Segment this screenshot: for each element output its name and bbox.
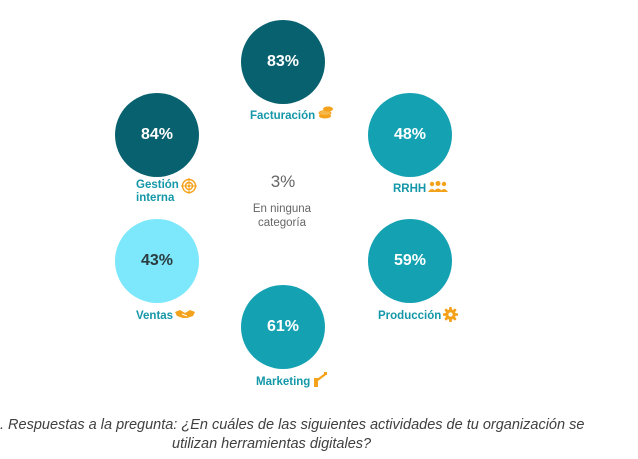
figure-caption: . Respuestas a la pregunta: ¿En cuáles d… <box>0 416 638 454</box>
label-text: Facturación <box>250 110 316 122</box>
bubble-value: 61% <box>266 318 300 335</box>
bubble-value: 59% <box>393 252 427 269</box>
bubble-value: 43% <box>140 252 174 269</box>
center-label: En ninguna categoría <box>236 202 328 230</box>
label-text: Ventas <box>136 310 174 322</box>
bubble-facturacion: 83% <box>241 20 325 104</box>
bubble-value: 84% <box>140 126 174 143</box>
megaphone-icon <box>312 371 328 387</box>
bubble-marketing: 61% <box>241 285 325 369</box>
bubble-value: 48% <box>393 126 427 143</box>
handshake-icon <box>175 308 196 322</box>
label-facturacion: Facturación <box>250 106 334 123</box>
center-label-line1: En ninguna <box>252 203 312 215</box>
caption-line2: utilizan herramientas digitales? <box>172 436 372 452</box>
label-gestion-interna: Gestión interna <box>136 178 197 205</box>
target-icon <box>180 178 197 194</box>
label-text-line1: Gestión <box>136 178 179 191</box>
label-produccion: Producción <box>378 306 459 323</box>
people-icon <box>428 180 449 194</box>
label-rrhh: RRHH <box>393 180 449 196</box>
bubble-value: 83% <box>266 53 300 70</box>
center-label-line2: categoría <box>258 217 306 229</box>
gear-icon <box>443 306 459 322</box>
center-value: 3% <box>270 172 296 191</box>
label-text: Producción <box>378 310 442 322</box>
bubble-produccion: 59% <box>368 219 452 303</box>
caption-line1: . Respuestas a la pregunta: ¿En cuáles d… <box>0 417 585 433</box>
label-text: RRHH <box>393 183 427 195</box>
coins-icon <box>317 104 334 118</box>
label-text-line2: interna <box>136 192 175 204</box>
label-ventas: Ventas <box>136 308 196 323</box>
bubble-rrhh: 48% <box>368 93 452 177</box>
label-text: Marketing <box>256 376 311 388</box>
label-marketing: Marketing <box>256 371 328 389</box>
bubble-gestion-interna: 84% <box>115 93 199 177</box>
bubble-ventas: 43% <box>115 219 199 303</box>
